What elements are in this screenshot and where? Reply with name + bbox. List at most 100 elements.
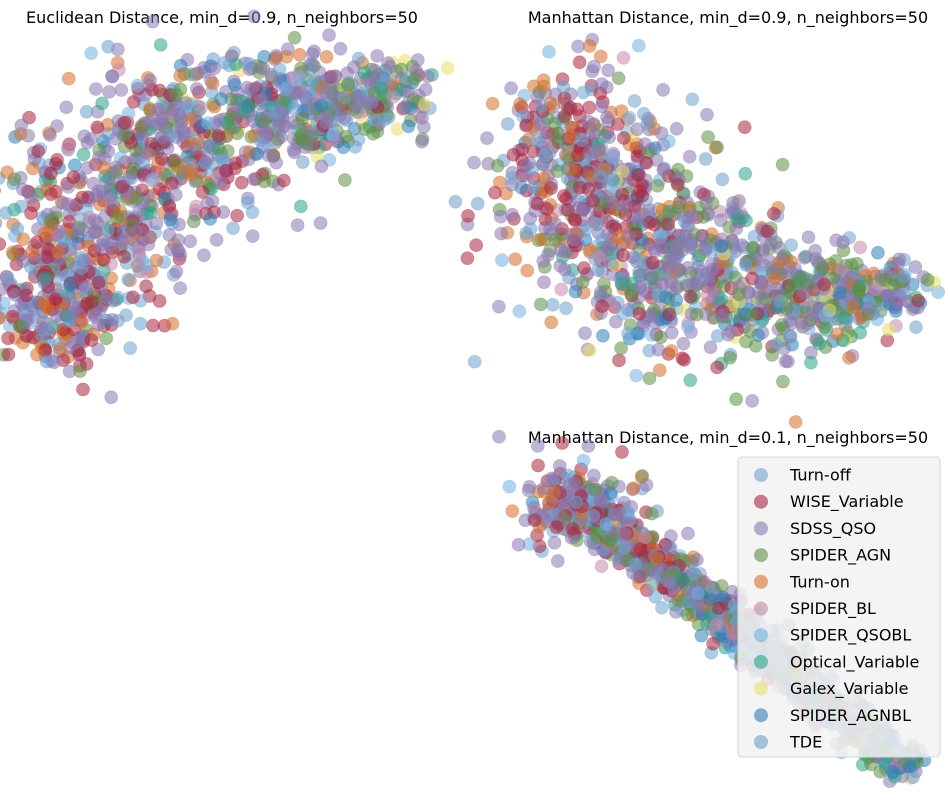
scatter-point-sdss-qso <box>587 126 602 141</box>
scatter-point-turn-on <box>593 49 608 64</box>
scatter-point-sdss-qso <box>663 241 678 256</box>
scatter-point-sdss-qso <box>348 98 363 113</box>
scatter-point-sdss-qso <box>550 554 565 568</box>
scatter-point-sdss-qso <box>908 260 923 274</box>
scatter-point-turn-off <box>637 106 651 121</box>
scatter-point-turn-off <box>348 139 363 154</box>
scatter-point-spider-qsobl <box>201 116 215 130</box>
scatter-point-sdss-qso <box>557 262 572 277</box>
scatter-point-turn-on <box>173 68 188 83</box>
scatter-point-sdss-qso <box>638 283 653 298</box>
scatter-point-spider-qsobl <box>292 69 307 84</box>
legend-label-turn-on: Turn-on <box>789 572 850 591</box>
scatter-point-turn-off <box>537 148 552 163</box>
scatter-point-sdss-qso <box>245 229 260 244</box>
scatter-point-turn-on <box>205 76 220 91</box>
scatter-point-spider-agn <box>604 475 619 490</box>
legend-label-spider-agn: SPIDER_AGN <box>790 546 891 566</box>
scatter-point-wise-variable <box>1 331 15 346</box>
scatter-point-turn-off <box>545 297 560 312</box>
legend-marker-spider-bl <box>754 601 768 616</box>
scatter-point-sdss-qso <box>90 216 105 231</box>
scatter-point-sdss-qso <box>187 141 202 156</box>
scatter-point-sdss-qso <box>66 306 80 321</box>
scatter-point-turn-off <box>278 82 293 97</box>
scatter-point-sdss-qso <box>721 327 735 342</box>
scatter-point-sdss-qso <box>783 316 798 331</box>
scatter-point-wise-variable <box>126 95 141 109</box>
scatter-point-wise-variable <box>84 333 99 348</box>
scatter-point-sdss-qso <box>615 199 630 214</box>
scatter-point-sdss-qso <box>521 483 536 498</box>
scatter-point-spider-agnbl <box>401 119 416 134</box>
scatter-point-sdss-qso <box>861 300 876 315</box>
scatter-point-turn-on <box>634 469 649 484</box>
scatter-point-sdss-qso <box>617 526 632 541</box>
legend: Turn-off WISE_Variable SDSS_QSO SPIDER_AGN T… <box>737 456 941 758</box>
scatter-point-sdss-qso <box>797 250 812 265</box>
scatter-point-turn-on <box>847 300 861 314</box>
scatter-point-turn-on <box>51 245 66 260</box>
scatter-point-wise-variable <box>662 307 677 322</box>
scatter-point-spider-agn <box>575 275 590 289</box>
scatter-point-sdss-qso <box>59 100 74 115</box>
scatter-point-spider-qsobl <box>690 586 705 600</box>
scatter-point-wise-variable <box>555 436 570 450</box>
legend-marker-spider-qsobl <box>754 628 768 643</box>
scatter-point-wise-variable <box>75 190 90 205</box>
scatter-point-wise-variable <box>645 255 660 270</box>
scatter-point-turn-off <box>586 508 601 523</box>
scatter-point-wise-variable <box>661 217 675 232</box>
legend-marker-turn-on <box>754 574 768 589</box>
scatter-point-spider-agn <box>490 158 505 173</box>
scatter-point-turn-on <box>784 254 798 269</box>
legend-marker-wise-variable <box>754 494 768 509</box>
scatter-point-wise-variable <box>531 458 545 473</box>
scatter-point-turn-on <box>25 161 40 176</box>
scatter-point-sdss-qso <box>307 44 322 59</box>
scatter-point-sdss-qso <box>328 69 343 84</box>
scatter-point-tde <box>589 217 604 232</box>
scatter-point-sdss-qso <box>492 429 506 444</box>
scatter-point-sdss-qso <box>504 81 519 96</box>
scatter-point-wise-variable <box>581 182 596 196</box>
scatter-point-wise-variable <box>635 177 649 192</box>
scatter-point-spider-agn <box>850 256 864 271</box>
scatter-point-wise-variable <box>146 318 160 333</box>
scatter-point-turn-on <box>53 341 68 356</box>
scatter-point-optical-variable <box>804 355 818 370</box>
scatter-point-wise-variable <box>911 293 926 308</box>
scatter-point-spider-bl <box>386 90 401 104</box>
scatter-point-wise-variable <box>22 110 37 125</box>
scatter-point-optical-variable <box>683 373 698 388</box>
scatter-point-wise-variable <box>195 185 210 199</box>
scatter-point-spider-bl <box>594 559 609 574</box>
scatter-point-turn-on <box>520 263 535 278</box>
scatter-point-wise-variable <box>66 170 81 185</box>
scatter-point-spider-agn <box>551 133 566 148</box>
scatter-point-turn-on <box>30 347 44 362</box>
scatter-point-turn-on <box>768 272 783 286</box>
scatter-point-spider-agn <box>710 140 724 155</box>
scatter-point-sdss-qso <box>537 275 551 290</box>
scatter-point-galex-variable <box>582 343 597 358</box>
scatter-point-wise-variable <box>72 347 87 362</box>
scatter-point-turn-on <box>16 232 31 247</box>
scatter-point-sdss-qso <box>707 284 721 299</box>
scatter-point-wise-variable <box>469 238 484 253</box>
scatter-point-turn-on <box>582 39 597 53</box>
scatter-point-wise-variable <box>572 55 587 70</box>
scatter-point-sdss-qso <box>505 207 519 222</box>
scatter-point-sdss-qso <box>530 438 545 453</box>
scatter-point-sdss-qso <box>558 245 572 259</box>
scatter-point-sdss-qso <box>88 309 102 324</box>
scatter-point-sdss-qso <box>168 187 183 202</box>
scatter-point-galex-variable <box>390 122 405 136</box>
scatter-point-spider-bl <box>868 282 883 297</box>
scatter-point-sdss-qso <box>679 228 693 243</box>
scatter-point-sdss-qso <box>669 121 684 136</box>
scatter-point-sdss-qso <box>34 320 49 335</box>
scatter-point-wise-variable <box>234 175 249 190</box>
scatter-point-turn-on <box>183 111 198 126</box>
scatter-point-turn-off <box>621 326 635 341</box>
